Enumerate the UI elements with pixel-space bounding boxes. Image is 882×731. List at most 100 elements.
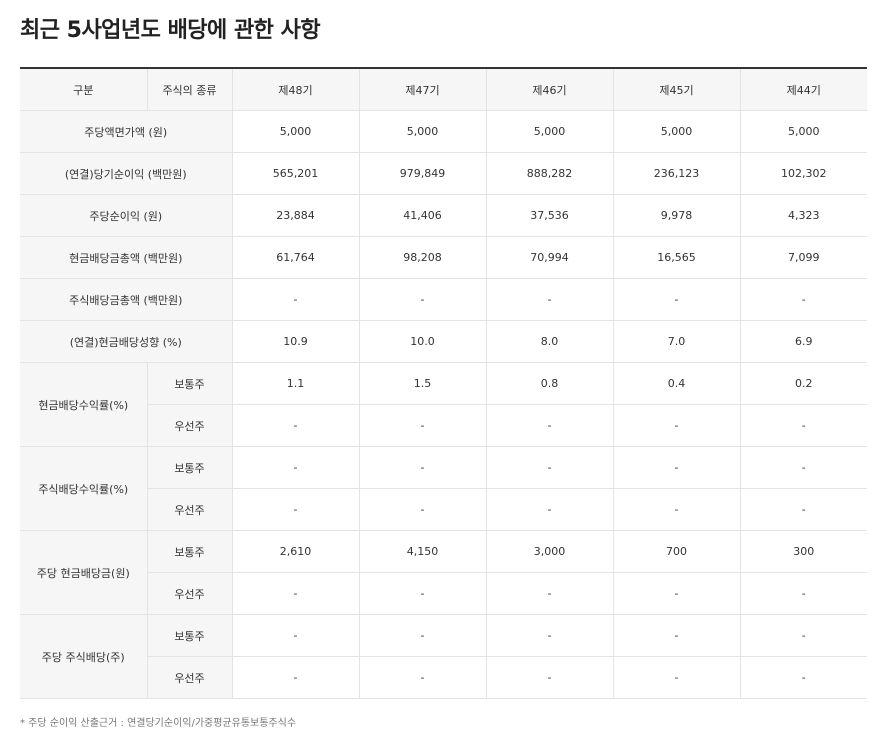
stock-type-label: 보통주 (147, 446, 233, 489)
table-cell: 565,201 (232, 152, 360, 195)
header-gubun: 구분 (20, 68, 148, 111)
table-row: 현금배당금총액 (백만원) 61,764 98,208 70,994 16,56… (20, 236, 867, 279)
header-period: 제45기 (613, 68, 741, 111)
table-row: (연결)현금배당성향 (%) 10.9 10.0 8.0 7.0 6.9 (20, 320, 867, 363)
table-cell: - (232, 446, 360, 489)
table-cell: - (359, 614, 487, 657)
table-row: 주당 주식배당(주) 보통주 - - - - - (20, 614, 867, 699)
table-cell: - (359, 488, 487, 531)
table-cell: - (359, 278, 487, 321)
table-row: 주식배당금총액 (백만원) - - - - - (20, 278, 867, 321)
table-cell: 8.0 (486, 320, 614, 363)
table-cell: - (740, 614, 867, 657)
group-label: 주식배당수익률(%) (20, 446, 148, 531)
header-period: 제48기 (232, 68, 360, 111)
table-cell: - (613, 572, 741, 615)
table-cell: - (486, 614, 614, 657)
row-label: 주당순이익 (원) (20, 194, 233, 237)
table-row: (연결)당기순이익 (백만원) 565,201 979,849 888,282 … (20, 152, 867, 195)
group-label: 주당 현금배당금(원) (20, 530, 148, 615)
table-cell: 10.0 (359, 320, 487, 363)
stock-type-label: 우선주 (147, 656, 233, 699)
table-cell: - (486, 404, 614, 447)
group-label: 주당 주식배당(주) (20, 614, 148, 699)
table-cell: 1.1 (232, 362, 360, 405)
table-cell: 2,610 (232, 530, 360, 573)
table-cell: 4,323 (740, 194, 867, 237)
stock-type-label: 우선주 (147, 488, 233, 531)
table-cell: - (359, 404, 487, 447)
table-cell: - (740, 656, 867, 699)
table-row: 주당 현금배당금(원) 보통주 2,610 4,150 3,000 700 30… (20, 530, 867, 615)
table-cell: 5,000 (613, 110, 741, 153)
table-cell: - (232, 614, 360, 657)
table-cell: - (740, 278, 867, 321)
page-title: 최근 5사업년도 배당에 관한 사항 (20, 18, 321, 43)
header-period: 제47기 (359, 68, 487, 111)
table-row: 현금배당수익률(%) 보통주 1.1 1.5 0.8 0.4 0.2 (20, 362, 867, 447)
table-cell: - (740, 404, 867, 447)
table-row: 주당순이익 (원) 23,884 41,406 37,536 9,978 4,3… (20, 194, 867, 237)
table-cell: 7.0 (613, 320, 741, 363)
table-cell: 4,150 (359, 530, 487, 573)
table-cell: - (740, 572, 867, 615)
header-period: 제46기 (486, 68, 614, 111)
table-row: 우선주 - - - - - (20, 656, 867, 699)
row-label: 주당액면가액 (원) (20, 110, 233, 153)
table-cell: 23,884 (232, 194, 360, 237)
table-cell: 979,849 (359, 152, 487, 195)
table-cell: - (232, 404, 360, 447)
stock-type-label: 우선주 (147, 572, 233, 615)
table-cell: 888,282 (486, 152, 614, 195)
table-cell: - (232, 278, 360, 321)
table-cell: - (613, 404, 741, 447)
table-cell: 5,000 (232, 110, 360, 153)
table-cell: 10.9 (232, 320, 360, 363)
table-cell: 16,565 (613, 236, 741, 279)
table-cell: 7,099 (740, 236, 867, 279)
stock-type-label: 보통주 (147, 530, 233, 573)
row-label: 현금배당금총액 (백만원) (20, 236, 233, 279)
table-cell: - (359, 572, 487, 615)
table-cell: - (613, 614, 741, 657)
table-cell: - (486, 488, 614, 531)
group-label: 현금배당수익률(%) (20, 362, 148, 447)
table-cell: 700 (613, 530, 741, 573)
table-cell: 5,000 (359, 110, 487, 153)
table-cell: - (613, 446, 741, 489)
header-row: 구분 주식의 종류 제48기 제47기 제46기 제45기 제44기 (20, 68, 867, 111)
table-cell: 0.4 (613, 362, 741, 405)
table-cell: - (613, 656, 741, 699)
table-cell: 102,302 (740, 152, 867, 195)
table-cell: 5,000 (740, 110, 867, 153)
header-stock-type: 주식의 종류 (147, 68, 233, 111)
footnote: * 주당 순이익 산출근거 : 연결당기순이익/가중평균유통보통주식수 (20, 718, 297, 729)
table-cell: 6.9 (740, 320, 867, 363)
table-cell: 1.5 (359, 362, 487, 405)
table-row: 주식배당수익률(%) 보통주 - - - - - (20, 446, 867, 531)
table-cell: - (359, 446, 487, 489)
table-cell: - (613, 278, 741, 321)
table-row: 주당액면가액 (원) 5,000 5,000 5,000 5,000 5,000 (20, 110, 867, 153)
dividend-table: 구분 주식의 종류 제48기 제47기 제46기 제45기 제44기 주당액면가… (20, 67, 867, 699)
stock-type-label: 보통주 (147, 614, 233, 657)
table-cell: 61,764 (232, 236, 360, 279)
table-row: 우선주 - - - - - (20, 404, 867, 447)
table-cell: - (740, 446, 867, 489)
table-cell: 41,406 (359, 194, 487, 237)
row-label: (연결)당기순이익 (백만원) (20, 152, 233, 195)
table-cell: - (486, 656, 614, 699)
stock-type-label: 보통주 (147, 362, 233, 405)
table-cell: - (613, 488, 741, 531)
table-cell: 37,536 (486, 194, 614, 237)
table-cell: 0.2 (740, 362, 867, 405)
table-cell: 300 (740, 530, 867, 573)
table-cell: - (740, 488, 867, 531)
table-cell: - (232, 572, 360, 615)
table-row: 우선주 - - - - - (20, 572, 867, 615)
table-row: 우선주 - - - - - (20, 488, 867, 531)
table-cell: 0.8 (486, 362, 614, 405)
table-cell: - (486, 278, 614, 321)
table-cell: - (359, 656, 487, 699)
table-cell: - (486, 572, 614, 615)
